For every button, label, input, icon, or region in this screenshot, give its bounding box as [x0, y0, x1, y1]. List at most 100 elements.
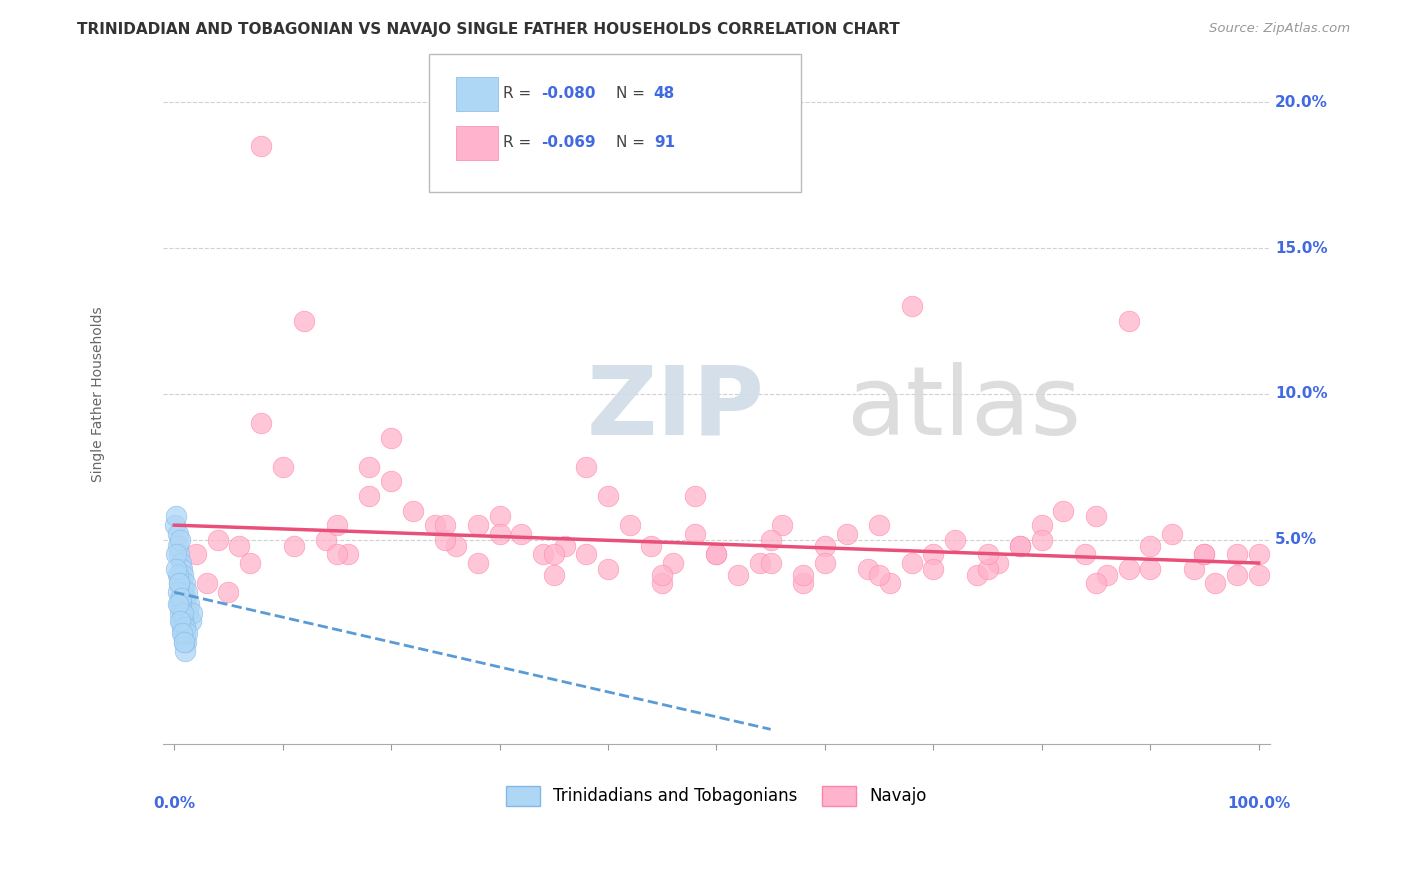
Point	[651, 567, 673, 582]
Point	[179, 597, 201, 611]
Point	[759, 556, 782, 570]
Point	[543, 547, 565, 561]
Text: N =: N =	[616, 87, 650, 101]
Point	[207, 533, 229, 547]
Point	[987, 556, 1010, 570]
Point	[814, 539, 837, 553]
Point	[467, 556, 489, 570]
Point	[380, 475, 402, 489]
Point	[575, 459, 598, 474]
Point	[173, 635, 195, 649]
Text: -0.080: -0.080	[541, 87, 596, 101]
Point	[943, 533, 966, 547]
Text: Source: ZipAtlas.com: Source: ZipAtlas.com	[1209, 22, 1350, 36]
Point	[250, 139, 273, 153]
Point	[835, 527, 858, 541]
Point	[488, 527, 510, 541]
Point	[706, 547, 728, 561]
Point	[174, 626, 197, 640]
Point	[176, 585, 198, 599]
Point	[1052, 503, 1074, 517]
Text: R =: R =	[503, 136, 537, 150]
Text: 10.0%: 10.0%	[1275, 386, 1327, 401]
Point	[167, 597, 190, 611]
Point	[166, 539, 188, 553]
Point	[531, 547, 554, 561]
Point	[434, 518, 457, 533]
Point	[976, 547, 998, 561]
Point	[640, 539, 662, 553]
Point	[174, 620, 197, 634]
Point	[1247, 547, 1270, 561]
Point	[170, 591, 193, 605]
Point	[173, 620, 195, 634]
Point	[814, 556, 837, 570]
Point	[543, 567, 565, 582]
Point	[176, 626, 198, 640]
Text: N =: N =	[616, 136, 650, 150]
Point	[1118, 314, 1140, 328]
Point	[1161, 527, 1184, 541]
Point	[380, 431, 402, 445]
Point	[170, 620, 193, 634]
Point	[1085, 509, 1108, 524]
Point	[180, 606, 202, 620]
Point	[759, 533, 782, 547]
Point	[1194, 547, 1216, 561]
Point	[1095, 567, 1118, 582]
Point	[900, 299, 922, 313]
Point	[177, 606, 200, 620]
Point	[271, 459, 294, 474]
Point	[167, 576, 190, 591]
Point	[165, 518, 187, 533]
Point	[662, 556, 685, 570]
Point	[326, 518, 349, 533]
Point	[165, 562, 187, 576]
Point	[169, 606, 191, 620]
Point	[510, 527, 533, 541]
Point	[170, 615, 193, 629]
Text: Single Father Households: Single Father Households	[91, 306, 105, 482]
Point	[283, 539, 305, 553]
Point	[792, 576, 814, 591]
Point	[1247, 567, 1270, 582]
Point	[166, 585, 188, 599]
Point	[966, 567, 988, 582]
Point	[922, 547, 945, 561]
Point	[170, 556, 193, 570]
Point	[922, 562, 945, 576]
Text: 5.0%: 5.0%	[1275, 533, 1317, 547]
Text: -0.069: -0.069	[541, 136, 596, 150]
Point	[170, 576, 193, 591]
Point	[1182, 562, 1205, 576]
Point	[1085, 576, 1108, 591]
Text: atlas: atlas	[846, 362, 1081, 455]
Point	[683, 489, 706, 503]
Point	[166, 567, 188, 582]
Point	[596, 489, 619, 503]
Legend: Trinidadians and Tobagonians, Navajo: Trinidadians and Tobagonians, Navajo	[499, 779, 934, 813]
Point	[315, 533, 337, 547]
Point	[596, 562, 619, 576]
Point	[170, 626, 193, 640]
Point	[172, 567, 194, 582]
Point	[868, 518, 890, 533]
Point	[239, 556, 262, 570]
Point	[402, 503, 425, 517]
Text: 91: 91	[654, 136, 675, 150]
Point	[326, 547, 349, 561]
Point	[174, 591, 197, 605]
Point	[976, 562, 998, 576]
Point	[434, 533, 457, 547]
Point	[1010, 539, 1032, 553]
Point	[184, 547, 207, 561]
Point	[1010, 539, 1032, 553]
Point	[1226, 567, 1249, 582]
Point	[1031, 533, 1053, 547]
Point	[173, 635, 195, 649]
Text: ZIP: ZIP	[586, 362, 765, 455]
Point	[619, 518, 641, 533]
Point	[166, 597, 188, 611]
Point	[706, 547, 728, 561]
Point	[170, 597, 193, 611]
